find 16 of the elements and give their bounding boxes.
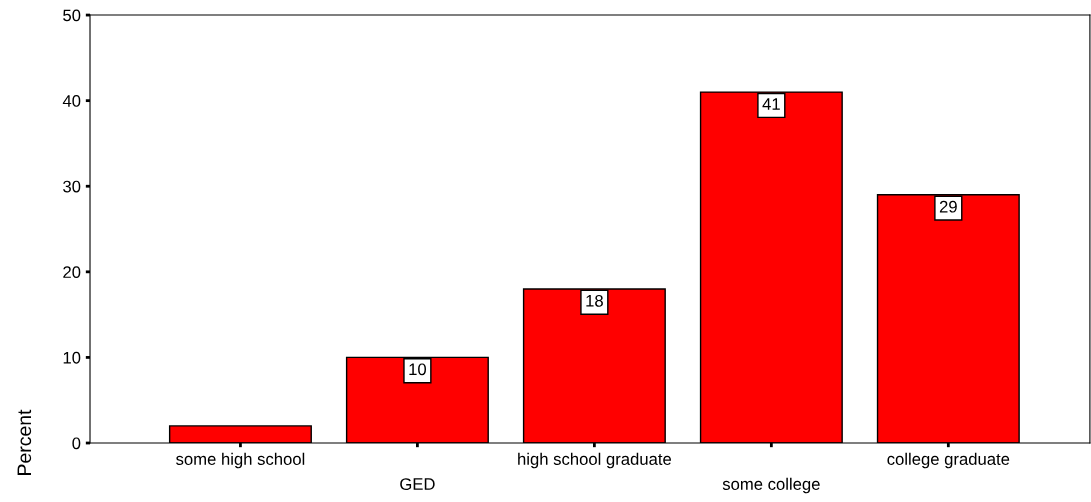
data-label: 41 [762, 98, 780, 110]
x-tick-label: college graduate [887, 452, 1010, 469]
x-tick-label: high school graduate [518, 452, 672, 469]
y-tick-label: 30 [63, 180, 81, 193]
y-axis-title: Percent [17, 409, 32, 475]
y-tick-label: 50 [63, 9, 81, 22]
data-label: 10 [409, 363, 427, 376]
x-tick-label: GED [400, 478, 435, 490]
x-tick-label: some high school [176, 452, 305, 469]
data-label: 18 [586, 294, 603, 307]
y-tick-label: 40 [62, 95, 81, 107]
data-label: 29 [939, 200, 957, 213]
y-tick-label: 0 [72, 437, 81, 450]
x-tick-label: some college [722, 477, 820, 494]
y-tick-label: 10 [63, 351, 81, 364]
y-tick-label: 20 [63, 266, 81, 279]
